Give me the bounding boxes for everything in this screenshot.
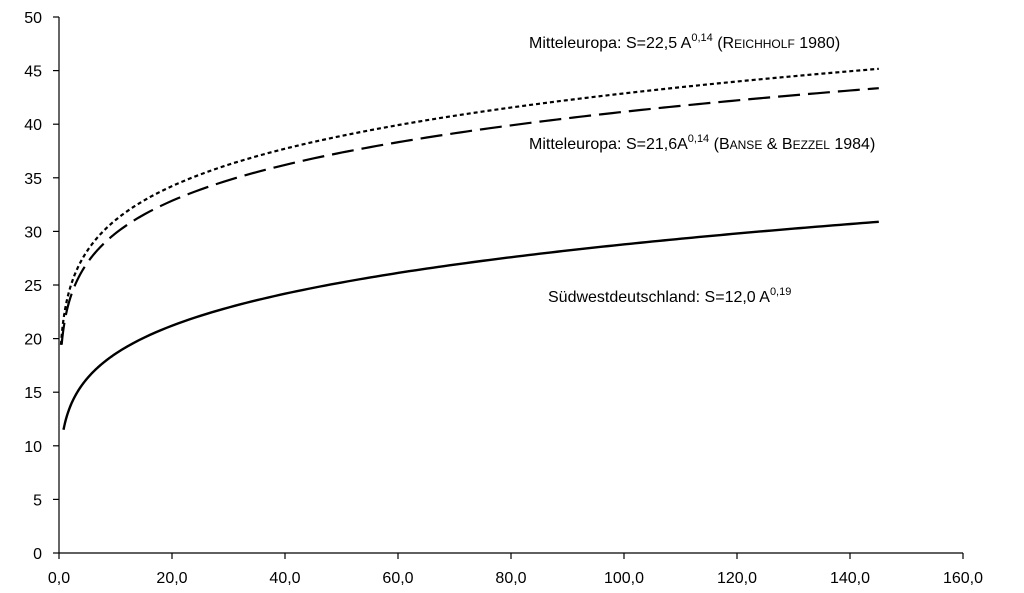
x-tick-label: 40,0 (269, 570, 300, 587)
x-tick-label: 160,0 (943, 570, 983, 587)
y-tick-label: 10 (24, 439, 42, 456)
annotation-reichholf: Mitteleuropa: S=22,5 A0,14 (REICHHOLF 19… (529, 32, 840, 52)
x-tick-label: 100,0 (604, 570, 644, 587)
y-tick-label: 25 (24, 278, 42, 295)
y-tick-label: 30 (24, 224, 42, 241)
x-tick-label: 120,0 (717, 570, 757, 587)
y-tick-label: 15 (24, 385, 42, 402)
y-tick-label: 35 (24, 171, 42, 188)
y-tick-label: 50 (24, 10, 42, 27)
series-line-short-dash (59, 67, 879, 345)
annotation-suedwestdeutschland: Südwestdeutschland: S=12,0 A0,19 (548, 286, 791, 306)
y-tick-label: 40 (24, 117, 42, 134)
y-tick-label: 20 (24, 332, 42, 349)
y-axis-ticks: 0 5 10 15 20 25 30 35 40 45 50 (24, 10, 59, 563)
x-axis-ticks: 0,0 20,0 40,0 60,0 80,0 100,0 120,0 140,0 160,0 (48, 553, 983, 587)
axes: 0 5 10 15 20 25 30 35 40 45 50 0,0 20,0 40,0 60,0 80,0… (24, 10, 983, 587)
x-tick-label: 0,0 (48, 570, 70, 587)
series-layer (59, 67, 879, 430)
series-line-long-dash (60, 87, 879, 345)
series-line-solid (62, 220, 879, 430)
y-tick-label: 0 (33, 546, 42, 563)
x-tick-label: 140,0 (830, 570, 870, 587)
x-tick-label: 80,0 (495, 570, 526, 587)
x-tick-label: 60,0 (382, 570, 413, 587)
y-tick-label: 45 (24, 64, 42, 81)
x-tick-label: 20,0 (156, 570, 187, 587)
annotation-banse-bezzel: Mitteleuropa: S=21,6A0,14 (BANSE & BEZZE… (529, 133, 875, 153)
y-tick-label: 5 (33, 492, 42, 509)
